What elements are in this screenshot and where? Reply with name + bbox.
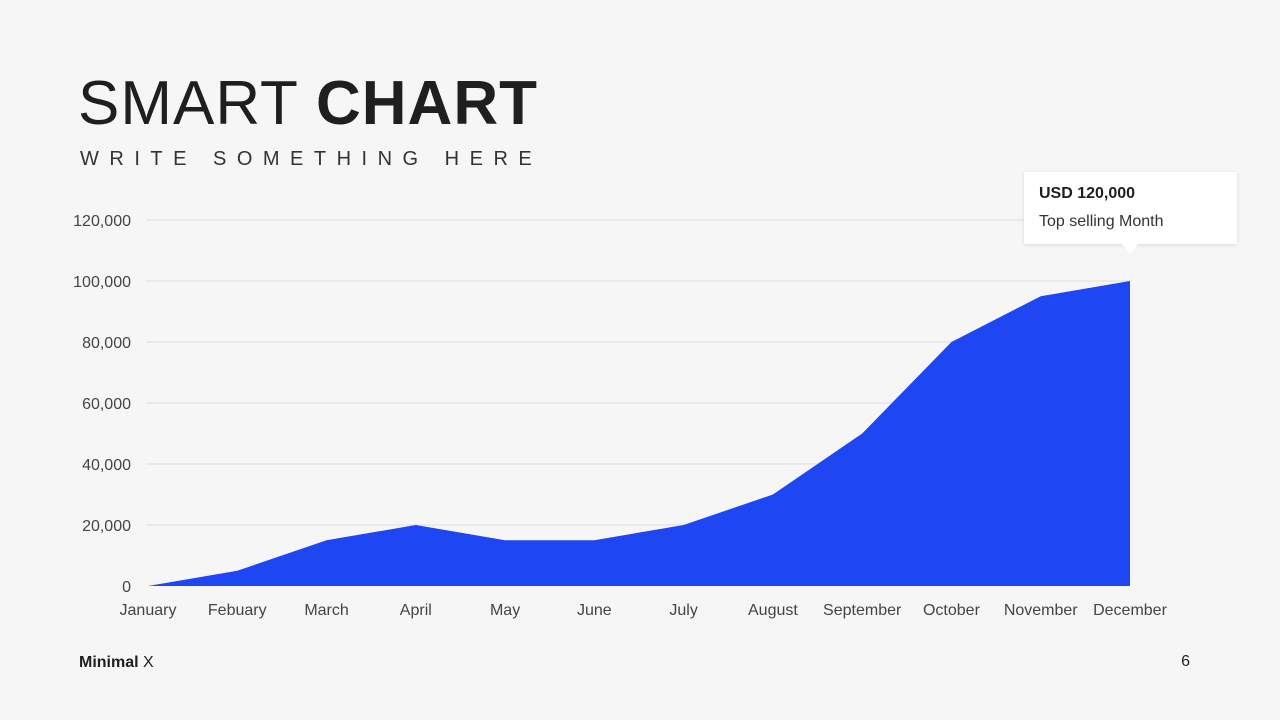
- page-number: 6: [1181, 653, 1190, 670]
- footer-brand: Minimal X: [79, 654, 154, 672]
- x-tick-label: January: [120, 602, 177, 619]
- x-tick-label: June: [577, 602, 612, 619]
- y-tick-label: 0: [122, 579, 131, 596]
- y-tick-label: 120,000: [73, 213, 131, 230]
- x-tick-label: November: [1004, 602, 1078, 619]
- x-tick-label: October: [923, 602, 981, 619]
- title-bold-part: CHART: [316, 69, 538, 138]
- y-tick-label: 40,000: [82, 457, 131, 474]
- x-tick-label: December: [1093, 602, 1167, 619]
- brand-name-bold: Minimal: [79, 654, 139, 671]
- y-tick-label: 60,000: [82, 396, 131, 413]
- x-tick-label: July: [669, 602, 697, 619]
- x-tick-label: August: [748, 602, 798, 619]
- y-tick-label: 80,000: [82, 335, 131, 352]
- y-tick-label: 20,000: [82, 518, 131, 535]
- slide-subtitle: WRITE SOMETHING HERE: [80, 148, 543, 170]
- slide-title: SMART CHART: [78, 66, 538, 142]
- brand-name-light: X: [138, 654, 154, 671]
- x-tick-label: September: [823, 602, 902, 619]
- revenue-area: [148, 281, 1130, 586]
- top-month-callout: USD 120,000 Top selling Month: [1024, 172, 1237, 254]
- callout-label: Top selling Month: [1039, 213, 1164, 230]
- callout-value: USD 120,000: [1039, 185, 1136, 202]
- y-axis-ticks: 0 20,000 40,000 60,000 80,000 100,000 120,000: [73, 213, 131, 596]
- x-tick-label: March: [304, 602, 348, 619]
- title-light-part: SMART: [78, 69, 316, 138]
- y-tick-label: 100,000: [73, 274, 131, 291]
- area-series: [148, 281, 1130, 586]
- x-tick-label: May: [490, 602, 520, 619]
- x-tick-label: April: [400, 602, 432, 619]
- x-axis-ticks: January Febuary March April May June July Augus…: [120, 602, 1168, 619]
- x-tick-label: Febuary: [208, 602, 267, 619]
